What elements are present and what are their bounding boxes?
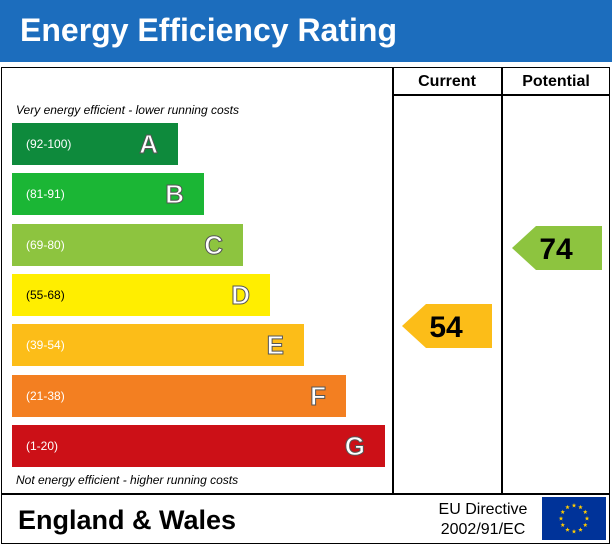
flag-star: [584, 516, 590, 521]
potential-rating-arrow: [512, 226, 602, 270]
band-range-label: (69-80): [26, 238, 65, 252]
rating-band-a: (92-100) A: [12, 123, 178, 165]
band-range-label: (81-91): [26, 187, 65, 201]
region-label: England & Wales: [18, 505, 237, 535]
flag-star: [571, 529, 577, 534]
rating-band-c: (69-80) C: [12, 224, 243, 266]
current-rating-value: 54: [429, 311, 463, 344]
directive-line-2: 2002/91/EC: [440, 521, 526, 538]
footer-divider: [1, 493, 610, 495]
current-column-header: Current: [418, 73, 476, 90]
band-letter-label: F: [310, 381, 327, 412]
band-letter-label: C: [204, 230, 224, 261]
directive-line-1: EU Directive: [438, 501, 528, 518]
rating-band-f: (21-38) F: [12, 375, 346, 417]
band-letter-label: E: [266, 330, 284, 361]
flag-star: [571, 503, 577, 508]
rating-band-d: (55-68) D: [12, 274, 270, 316]
rating-band-e: (39-54) E: [12, 324, 304, 366]
flag-star: [565, 504, 570, 510]
top-caption: Very energy efficient - lower running co…: [16, 103, 239, 117]
current-rating-arrow: [402, 304, 492, 348]
flag-star: [565, 527, 570, 532]
divider-current: [392, 67, 394, 494]
rating-band-g: (1-20) G: [12, 425, 385, 467]
rating-band-b: (81-91) B: [12, 173, 204, 215]
bottom-caption: Not energy efficient - higher running co…: [16, 473, 239, 487]
flag-star: [582, 509, 588, 514]
band-range-label: (55-68): [26, 288, 65, 302]
header-divider: [392, 94, 610, 96]
flag-star: [578, 527, 583, 532]
flag-star: [558, 516, 564, 521]
header-bar: Energy Efficiency Rating: [0, 0, 612, 62]
flag-star: [560, 522, 566, 527]
potential-rating-value: 74: [539, 233, 573, 266]
band-range-label: (39-54): [26, 338, 65, 352]
band-range-label: (1-20): [26, 439, 59, 453]
potential-rating-indicator: 74: [512, 226, 602, 270]
band-letter-label: B: [165, 179, 185, 210]
band-letter-label: A: [139, 129, 159, 160]
eu-flag-icon: [542, 497, 606, 540]
potential-column-header: Potential: [522, 73, 590, 90]
band-range-label: (92-100): [26, 137, 72, 151]
band-letter-label: D: [231, 280, 251, 311]
rating-table: [1, 67, 610, 544]
flag-star: [582, 522, 588, 527]
page-title: Energy Efficiency Rating: [20, 12, 397, 48]
flag-star: [560, 509, 566, 514]
band-range-label: (21-38): [26, 389, 65, 403]
current-rating-indicator: 54: [402, 304, 492, 348]
flag-star: [578, 504, 583, 510]
band-letter-label: G: [344, 431, 365, 462]
divider-potential: [501, 67, 503, 494]
